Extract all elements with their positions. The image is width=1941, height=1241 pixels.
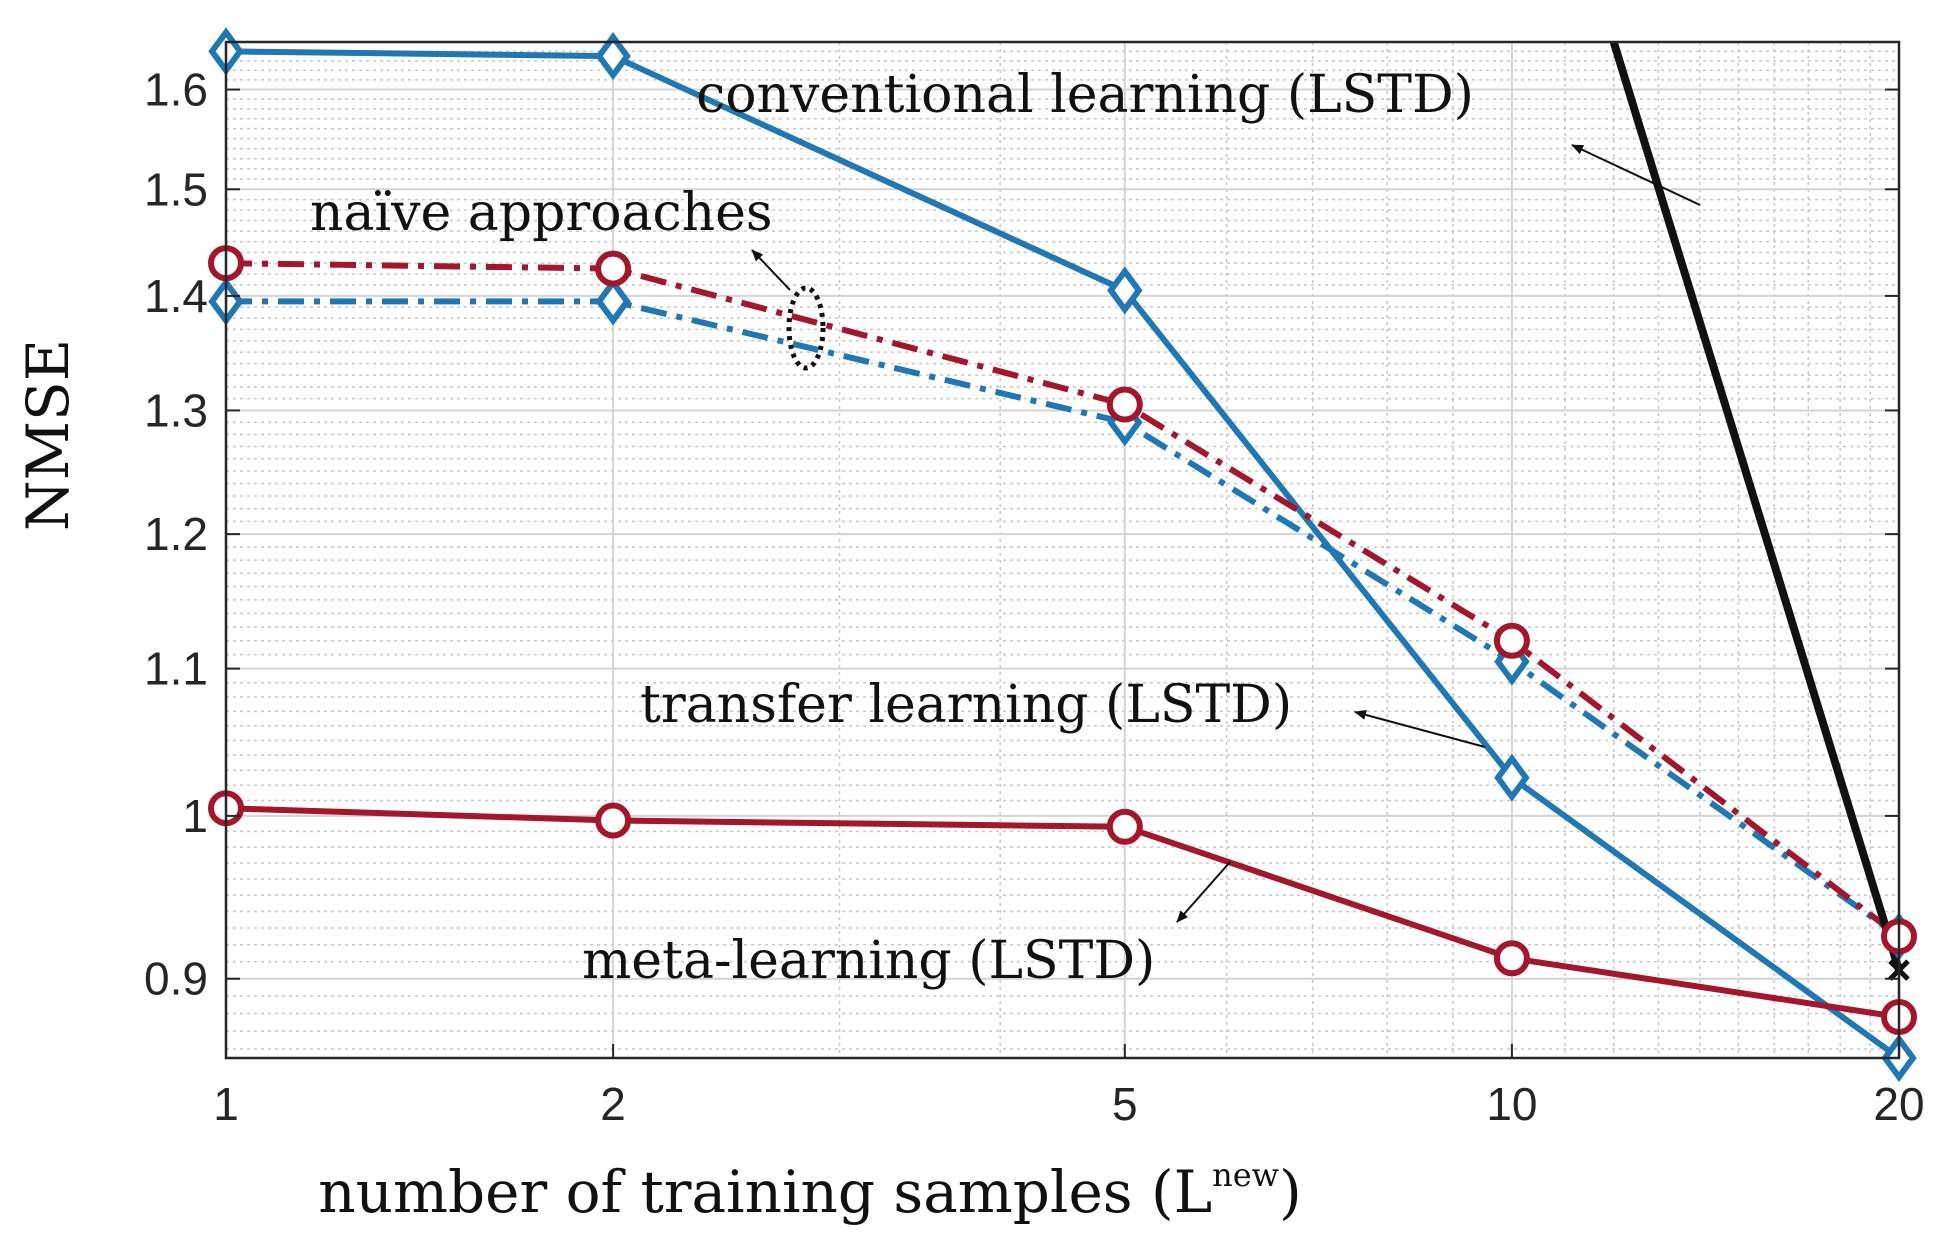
y-tick-label: 1.2 bbox=[144, 508, 208, 560]
annotation-arrow-conventional bbox=[1571, 144, 1701, 206]
annotation-arrow-transfer bbox=[1354, 710, 1486, 748]
x-axis-label: number of training samples (Lnew) bbox=[318, 1156, 1301, 1226]
data-point-transfer bbox=[595, 32, 631, 81]
annotation-meta: meta-learning (LSTD) bbox=[582, 931, 1155, 991]
x-tick-label: 10 bbox=[1486, 1078, 1537, 1130]
y-tick-label: 1.6 bbox=[144, 64, 208, 116]
data-point-naive_red bbox=[1106, 386, 1143, 423]
y-tick-label: 1.5 bbox=[144, 163, 208, 215]
data-point-transfer bbox=[1107, 266, 1143, 315]
x-axis-label-superscript: new bbox=[1212, 1156, 1279, 1194]
annotation-naive: naïve approaches bbox=[310, 183, 773, 243]
series-line-naive_red bbox=[225, 260, 1901, 939]
plot-area bbox=[226, 42, 1899, 1058]
data-point-naive_red bbox=[595, 250, 632, 287]
series-line-conventional bbox=[1609, 40, 1903, 972]
y-tick-label: 1.4 bbox=[144, 270, 208, 322]
data-point-meta bbox=[595, 802, 632, 839]
annotation-arrow-meta bbox=[1176, 861, 1231, 923]
axes: 0.9 1 1.1 1.2 1.3 1.4 1.5 1.6 1 2 5 10 20 bbox=[144, 40, 1925, 1130]
naive-group-ellipse bbox=[786, 285, 826, 371]
y-tick-label: 1 bbox=[182, 790, 208, 842]
x-tick-label: 5 bbox=[1112, 1078, 1138, 1130]
annotation-transfer: transfer learning (LSTD) bbox=[640, 675, 1292, 735]
data-point-naive_blue bbox=[595, 277, 631, 326]
y-tick-label: 0.9 bbox=[144, 953, 208, 1005]
data-point-meta bbox=[1493, 940, 1530, 977]
plot-frame bbox=[224, 40, 1901, 1060]
annotations: conventional learning (LSTD) naïve approa… bbox=[310, 65, 1701, 991]
x-tick-label: 20 bbox=[1873, 1078, 1924, 1130]
x-axis-label-close: ) bbox=[1279, 1158, 1302, 1226]
y-tick-label: 1.3 bbox=[144, 384, 208, 436]
y-axis-label: NMSE bbox=[14, 339, 82, 531]
data-point-meta bbox=[1106, 808, 1143, 845]
x-tick-label: 1 bbox=[213, 1078, 239, 1130]
x-axis-label-main: number of training samples (L bbox=[318, 1158, 1212, 1226]
grid bbox=[225, 42, 1900, 1058]
series-line-naive_blue bbox=[226, 298, 1901, 939]
data-point-transfer bbox=[1494, 753, 1530, 802]
x-tick-label: 2 bbox=[600, 1078, 626, 1130]
annotation-arrow-naive bbox=[751, 249, 791, 291]
annotation-conventional: conventional learning (LSTD) bbox=[696, 65, 1474, 125]
y-tick-label: 1.1 bbox=[144, 643, 208, 695]
data-point-naive_red bbox=[1493, 622, 1530, 659]
